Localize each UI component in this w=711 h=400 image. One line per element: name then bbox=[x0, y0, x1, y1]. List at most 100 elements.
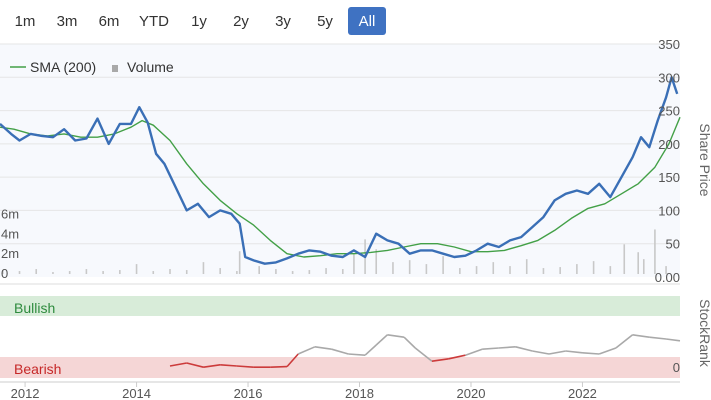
stockrank-segment bbox=[615, 334, 634, 349]
volume-bar bbox=[102, 271, 104, 274]
stockrank-segment bbox=[565, 350, 583, 354]
range-button-6m[interactable]: 6m bbox=[98, 12, 120, 30]
volume-bar bbox=[637, 252, 639, 274]
stockrank-segment bbox=[515, 346, 533, 352]
price-tick-label: 100 bbox=[658, 203, 680, 218]
range-button-ytd[interactable]: YTD bbox=[139, 12, 169, 30]
range-selector: 1m 3m 6m YTD 1y 2y 3y 5y All bbox=[6, 7, 386, 37]
stockrank-segment bbox=[414, 347, 433, 362]
volume-bar bbox=[642, 259, 645, 274]
volume-bar bbox=[623, 244, 626, 274]
volume-bar bbox=[525, 259, 528, 274]
volume-bar bbox=[325, 268, 327, 274]
volume-tick-label: 0 bbox=[1, 266, 8, 281]
volume-bar bbox=[665, 266, 667, 274]
bullish-label: Bullish bbox=[14, 300, 55, 316]
volume-bar bbox=[459, 268, 461, 274]
stockrank-segment bbox=[270, 365, 288, 368]
volume-bar bbox=[202, 262, 205, 274]
x-tick-label: 2016 bbox=[234, 386, 263, 400]
volume-bar bbox=[119, 270, 121, 274]
stockrank-segment bbox=[582, 352, 600, 355]
volume-bar bbox=[654, 229, 656, 274]
stockrank-segment bbox=[203, 364, 221, 368]
volume-bar bbox=[442, 256, 444, 274]
volume-bar bbox=[475, 266, 478, 274]
volume-bar bbox=[341, 269, 344, 274]
price-tick-label: 150 bbox=[658, 170, 680, 185]
price-plot-background bbox=[0, 44, 680, 277]
x-tick-label: 2014 bbox=[122, 386, 151, 400]
volume-tick-label: 4m bbox=[1, 226, 19, 241]
range-button-5y[interactable]: 5y bbox=[317, 12, 333, 30]
volume-bar bbox=[135, 264, 138, 274]
bearish-label: Bearish bbox=[14, 361, 61, 377]
range-button-1m[interactable]: 1m bbox=[14, 12, 36, 30]
stockrank-axis-title: StockRank bbox=[697, 299, 711, 368]
range-button-3y[interactable]: 3y bbox=[275, 12, 291, 30]
volume-bar bbox=[238, 251, 241, 274]
volume-bar bbox=[258, 266, 260, 274]
volume-bar bbox=[592, 261, 595, 274]
volume-bar bbox=[52, 272, 54, 274]
volume-bar bbox=[185, 270, 188, 274]
volume-bar bbox=[559, 267, 561, 274]
stockrank-plot-area bbox=[0, 296, 681, 378]
volume-bar bbox=[275, 269, 277, 274]
volume-tick-label: 2m bbox=[1, 246, 19, 261]
volume-tick-label: 6m bbox=[1, 207, 19, 222]
stockrank-segment bbox=[548, 350, 566, 355]
stockrank-segment bbox=[387, 334, 405, 338]
volume-bar bbox=[492, 262, 495, 274]
price-tick-label: 300 bbox=[658, 70, 680, 85]
stockrank-segment bbox=[448, 354, 466, 360]
stockrank-segment bbox=[186, 362, 204, 368]
x-tick-label: 2018 bbox=[345, 386, 374, 400]
volume-bar bbox=[219, 268, 221, 274]
volume-bar bbox=[68, 271, 71, 274]
volume-bar bbox=[408, 260, 411, 274]
bullish-band bbox=[0, 296, 680, 316]
bearish-band bbox=[0, 357, 680, 378]
stockrank-segment bbox=[220, 364, 237, 367]
volume-bar bbox=[392, 262, 394, 274]
stockrank-segment bbox=[431, 358, 449, 362]
price-tick-label: 0.00 bbox=[655, 270, 680, 285]
price-tick-label: 350 bbox=[658, 37, 680, 52]
volume-bar bbox=[609, 266, 612, 274]
price-axis-title: Share Price bbox=[697, 123, 711, 196]
stockrank-segment bbox=[348, 353, 366, 356]
volume-bar bbox=[509, 266, 511, 274]
stockrank-tick-label: 0 bbox=[673, 360, 680, 375]
stockrank-segment bbox=[169, 362, 187, 367]
volume-bar bbox=[1, 270, 4, 274]
stockrank-segment bbox=[649, 336, 667, 340]
volume-bar bbox=[353, 254, 355, 274]
x-tick-label: 2020 bbox=[457, 386, 486, 400]
stockrank-segment bbox=[297, 346, 316, 355]
legend-volume-swatch bbox=[112, 65, 118, 72]
range-button-all[interactable]: All bbox=[348, 7, 386, 35]
price-tick-label: 50 bbox=[666, 237, 680, 252]
volume-bar bbox=[291, 271, 294, 274]
price-lines bbox=[0, 76, 681, 265]
volume-bar bbox=[18, 271, 21, 274]
volume-bar bbox=[85, 269, 88, 274]
volume-bar bbox=[236, 271, 238, 274]
range-button-3m[interactable]: 3m bbox=[56, 12, 78, 30]
price-tick-label: 250 bbox=[658, 104, 680, 119]
range-button-1y[interactable]: 1y bbox=[191, 12, 207, 30]
legend-sma-label: SMA (200) bbox=[30, 59, 96, 75]
volume-bar bbox=[35, 269, 38, 274]
x-tick-label: 2012 bbox=[11, 386, 40, 400]
stockrank-segment bbox=[286, 353, 299, 368]
volume-bar bbox=[152, 271, 155, 274]
stockrank-segment bbox=[236, 365, 254, 368]
stockrank-segment bbox=[665, 338, 681, 342]
stockrank-segment bbox=[482, 347, 499, 350]
price-tick-label: 200 bbox=[658, 137, 680, 152]
range-button-2y[interactable]: 2y bbox=[233, 12, 249, 30]
stockrank-segment bbox=[498, 346, 516, 349]
volume-bar bbox=[169, 269, 171, 274]
volume-bar bbox=[308, 270, 311, 274]
